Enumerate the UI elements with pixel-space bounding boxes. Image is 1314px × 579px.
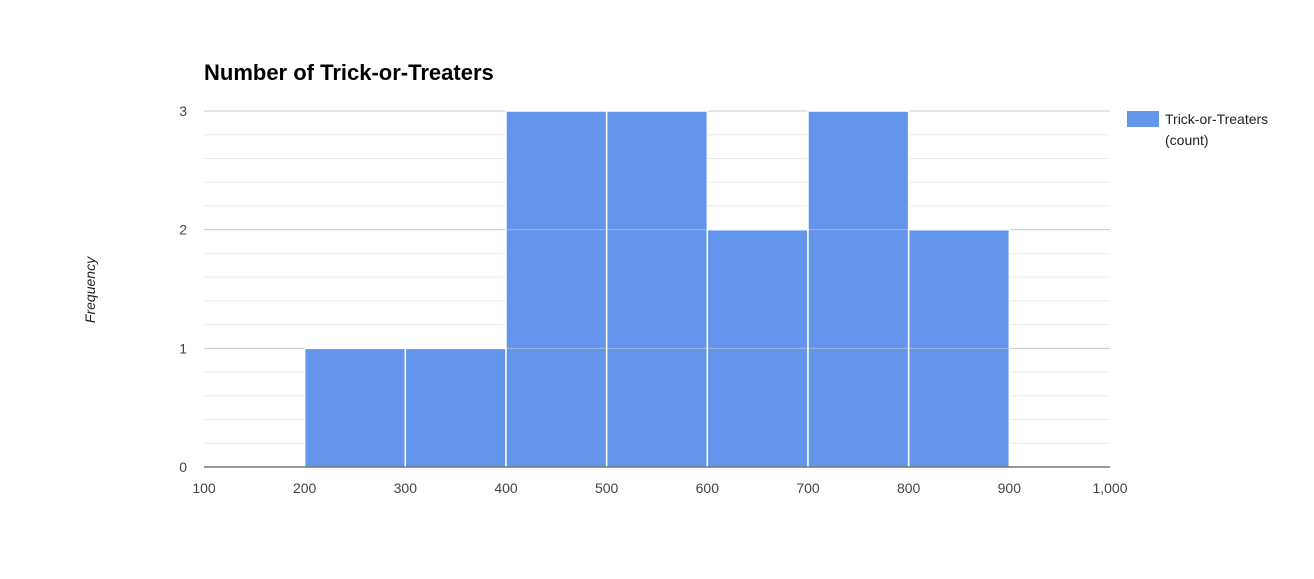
x-tick-label: 500: [595, 480, 619, 496]
histogram-bar[interactable]: [807, 110, 910, 468]
bars: [303, 110, 1011, 468]
legend-swatch: [1127, 111, 1159, 127]
histogram-bar[interactable]: [404, 347, 507, 468]
x-tick-label: 100: [192, 480, 216, 496]
x-tick-label: 800: [897, 480, 921, 496]
legend-label-line-2: (count): [1165, 132, 1209, 148]
legend[interactable]: Trick-or-Treaters (count): [1127, 111, 1272, 148]
histogram-bar[interactable]: [505, 110, 608, 468]
x-tick-label: 700: [796, 480, 820, 496]
y-tick-label: 0: [179, 459, 187, 475]
x-tick-label: 200: [293, 480, 317, 496]
x-tick-label: 600: [696, 480, 720, 496]
legend-label: Trick-or-Treaters (count): [1165, 111, 1272, 148]
histogram-bar[interactable]: [605, 110, 709, 468]
x-tick-label: 400: [494, 480, 518, 496]
y-tick-label: 3: [179, 103, 187, 119]
x-tick-label: 300: [394, 480, 418, 496]
histogram-bar[interactable]: [303, 347, 407, 468]
chart-title: Number of Trick-or-Treaters: [204, 60, 494, 85]
legend-label-line-1: Trick-or-Treaters: [1165, 111, 1268, 127]
y-axis-ticks: 0 1 2 3: [179, 103, 187, 475]
y-axis-label: Frequency: [82, 256, 98, 323]
x-tick-label: 900: [998, 480, 1022, 496]
y-tick-label: 1: [179, 340, 187, 356]
y-tick-label: 2: [179, 222, 187, 238]
x-tick-label: 1,000: [1092, 480, 1127, 496]
x-axis-ticks: 100 200 300 400 500 600 700 800 900 1,000: [192, 480, 1127, 496]
